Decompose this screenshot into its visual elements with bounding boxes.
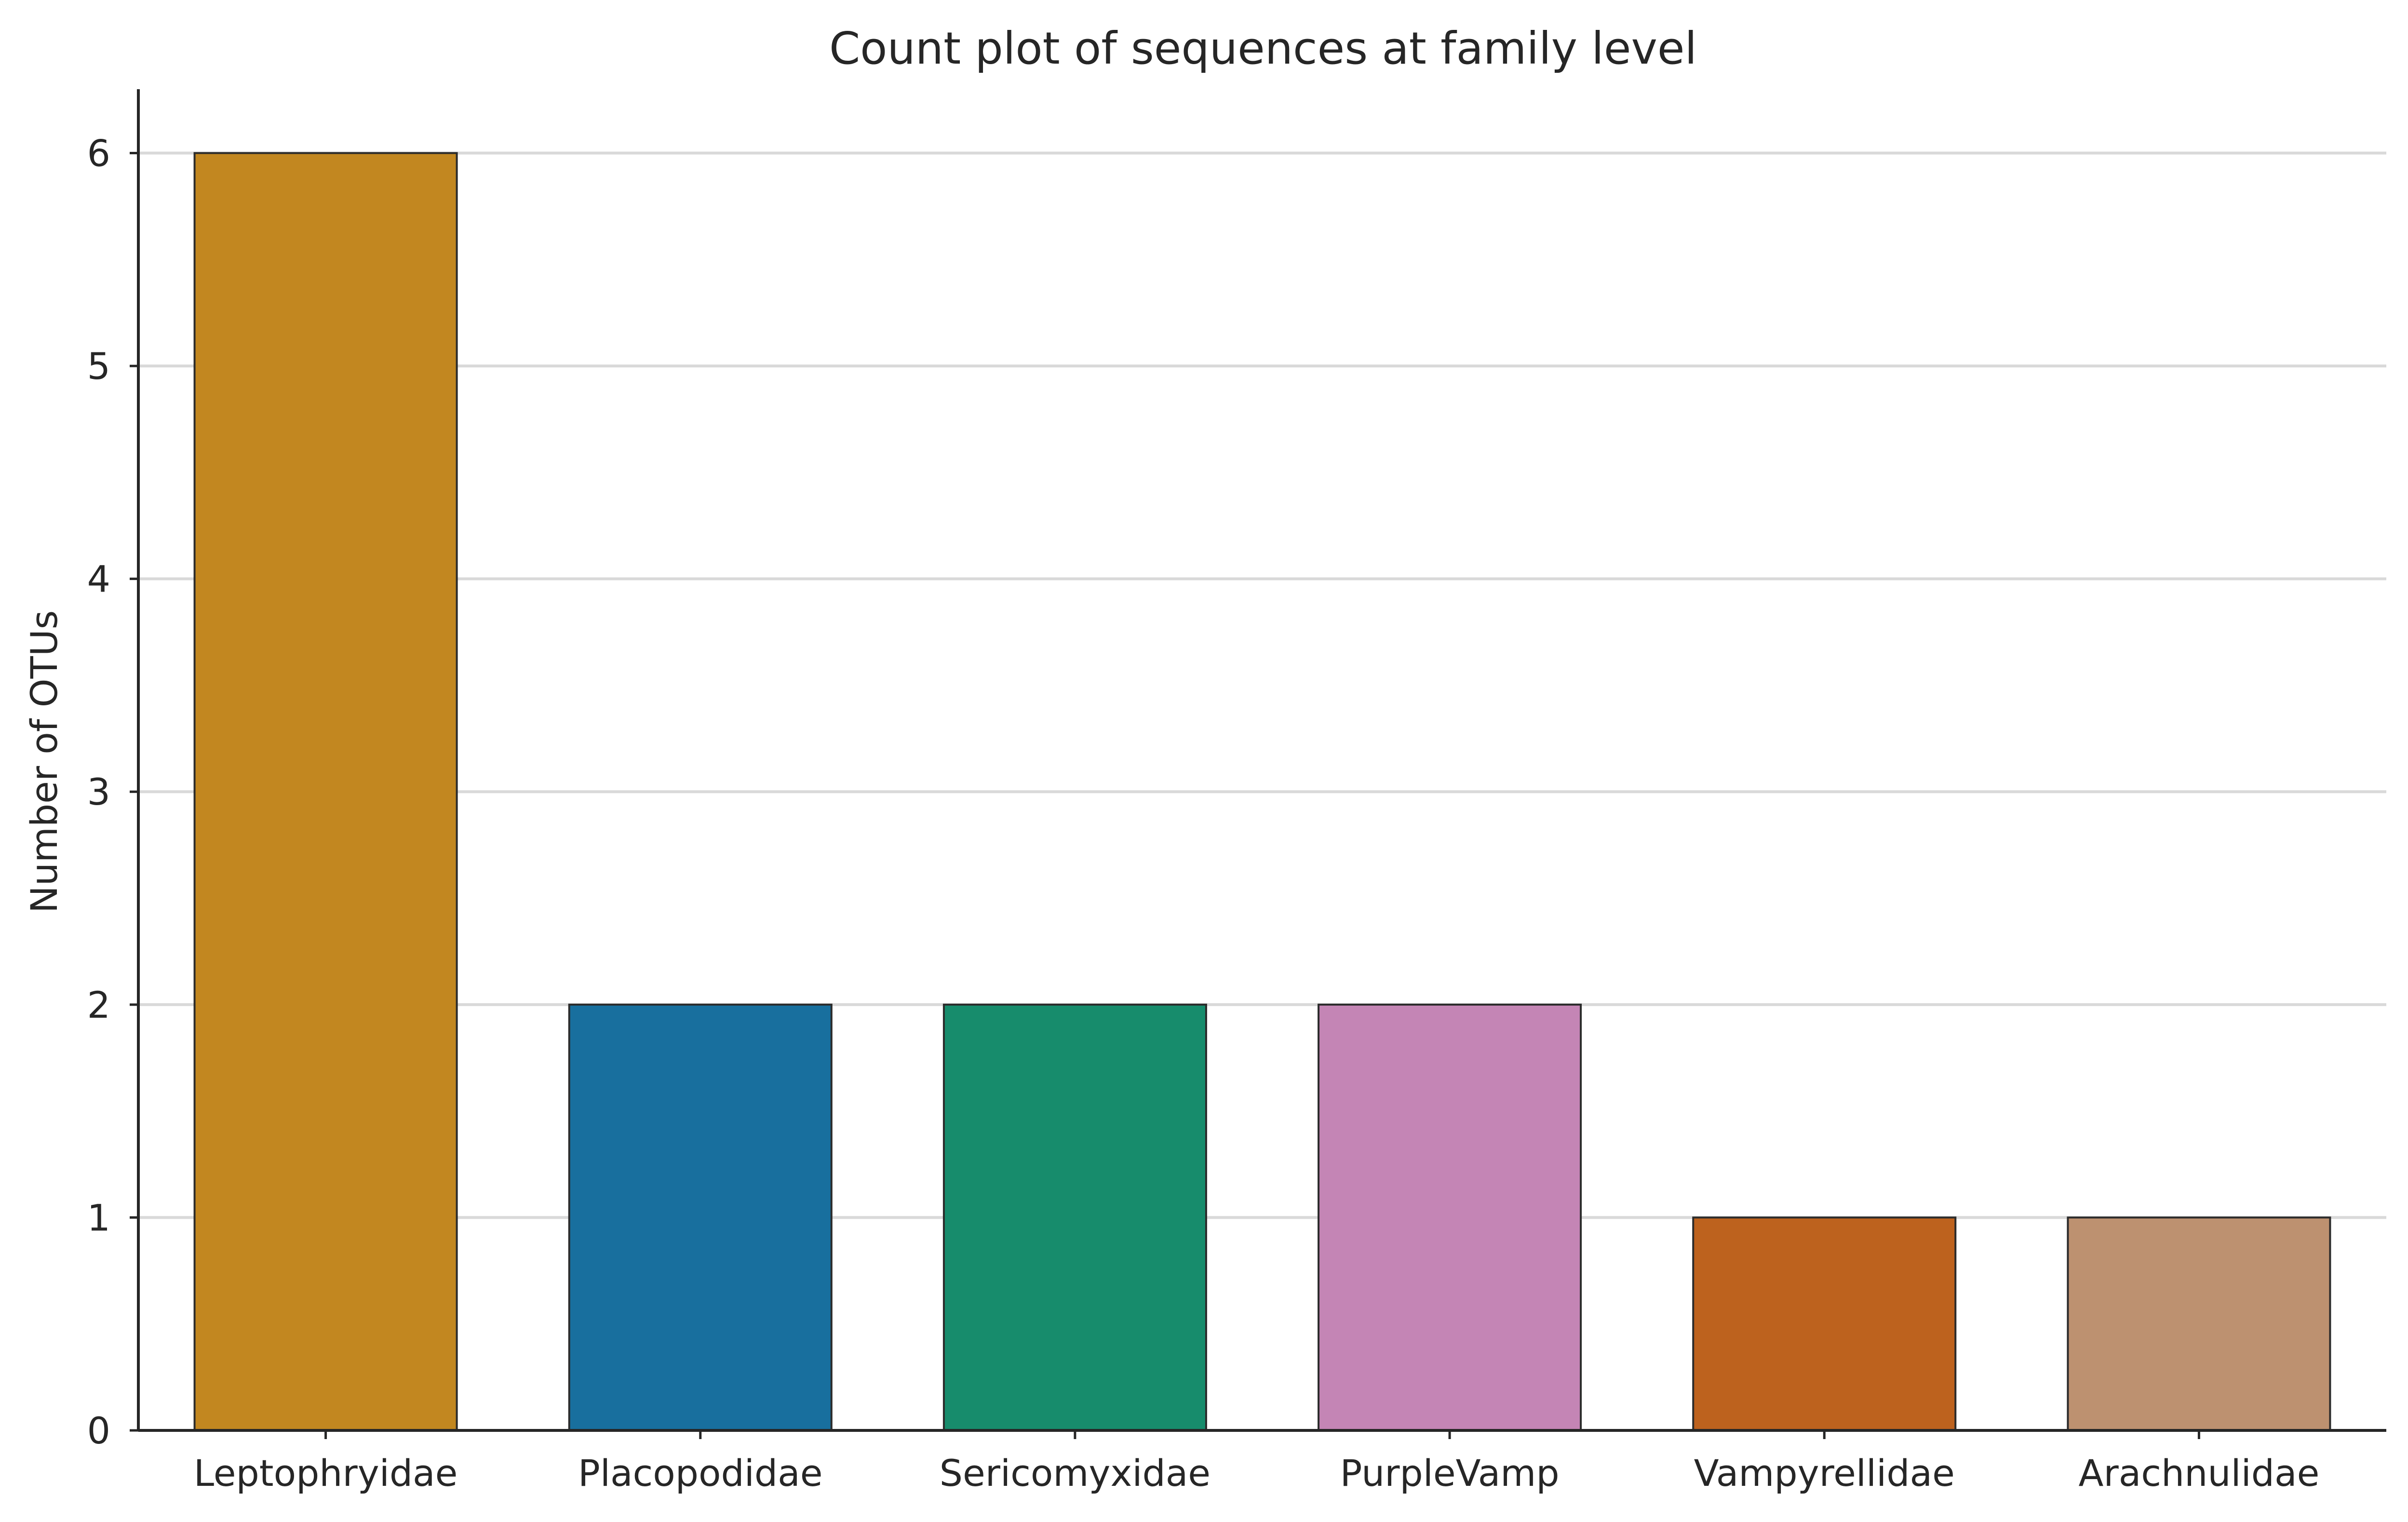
bar-leptophryidae <box>193 152 458 1432</box>
y-axis-label: Number of OTUs <box>23 610 66 913</box>
bars <box>193 152 2331 1432</box>
bar-sericomyxidae <box>942 1003 1207 1432</box>
gridlines <box>138 151 2386 1219</box>
bar-placopodidae <box>568 1003 833 1432</box>
chart-title: Count plot of sequences at family level <box>829 23 1697 74</box>
y-tick-label: 5 <box>87 345 110 388</box>
x-tick-label: Vampyrellidae <box>1694 1452 1955 1495</box>
x-tick-label: Placopodidae <box>578 1452 822 1495</box>
y-tick-label: 4 <box>87 558 110 601</box>
bar-arachnulidae <box>2067 1216 2331 1431</box>
y-tick-labels: 0 1 2 3 4 5 6 <box>87 132 138 1452</box>
x-tick-label: Sericomyxidae <box>940 1452 1211 1495</box>
y-tick-label: 1 <box>87 1196 110 1239</box>
x-tick-label: PurpleVamp <box>1340 1452 1560 1495</box>
y-tick-label: 0 <box>87 1409 110 1452</box>
axes <box>137 89 2386 1432</box>
y-tick-label: 3 <box>87 770 110 813</box>
bar-vampyrellidae <box>1692 1216 1957 1431</box>
x-tick-label: Leptophryidae <box>194 1452 458 1495</box>
x-tick-label: Arachnulidae <box>2078 1452 2319 1495</box>
y-tick-label: 2 <box>87 983 110 1026</box>
x-tick-labels: Leptophryidae Placopodidae Sericomyxidae Pu… <box>194 1430 2319 1495</box>
bar-purplevamp <box>1318 1003 1582 1432</box>
y-tick-label: 6 <box>87 132 110 175</box>
